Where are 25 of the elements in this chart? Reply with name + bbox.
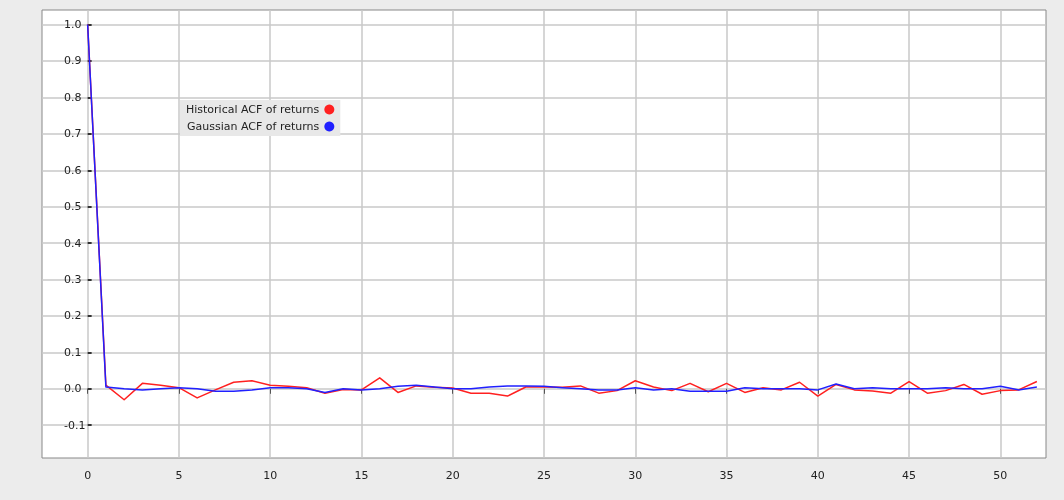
y-tick-label: -0.1	[64, 418, 86, 432]
y-tick-label: 0.2	[64, 309, 82, 323]
y-tick-label: 0.6	[64, 163, 82, 177]
x-tick-label: 40	[810, 469, 825, 482]
y-tick-label: 0.5	[64, 200, 82, 214]
legend-label: Gaussian ACF of returns	[187, 120, 320, 133]
x-tick-label: 50	[993, 469, 1008, 482]
y-tick-label: 0.8	[64, 90, 82, 104]
y-tick-label: 0.0	[64, 382, 82, 396]
y-tick-label: 0.3	[64, 273, 82, 287]
x-tick-label: 25	[537, 469, 551, 482]
x-tick-label: 20	[445, 469, 460, 482]
y-tick-label: 0.9	[64, 54, 82, 68]
x-tick-label: 0	[84, 469, 92, 482]
x-tick-label: 45	[902, 469, 917, 482]
y-tick-label: 0.7	[64, 127, 82, 141]
y-tick-label: 0.1	[64, 345, 82, 359]
x-tick-label: 35	[719, 469, 734, 482]
y-tick-label: 1.0	[64, 18, 82, 32]
x-tick-label: 30	[628, 469, 643, 482]
x-tick-label: 10	[263, 469, 278, 482]
x-tick-label: 5	[175, 469, 183, 482]
legend-label: Historical ACF of returns	[185, 103, 320, 116]
x-tick-label: 15	[354, 469, 369, 482]
y-tick-label: 0.4	[64, 236, 82, 250]
